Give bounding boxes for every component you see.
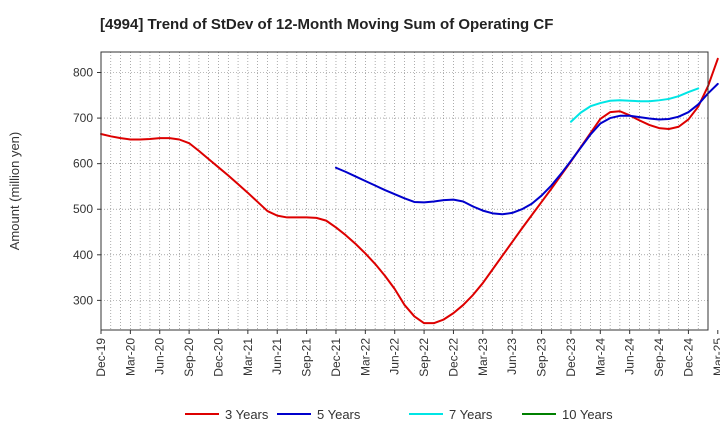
x-tick-label: Mar-21 [241,338,255,376]
x-tick-label: Mar-22 [358,338,372,376]
y-tick-label: 300 [73,293,93,307]
series-lines [100,57,719,325]
y-axis-label: Amount (million yen) [7,132,22,251]
x-axis-ticks: Dec-19 Mar-20 Jun-20 Sep-20 Dec-20 Mar-21 Jun-… [94,330,720,377]
y-tick-label: 400 [73,248,93,262]
x-tick-label: Sep-20 [182,338,196,377]
series-line-5-years [334,82,719,216]
y-tick-label: 500 [73,202,93,216]
legend-label-3-years: 3 Years [225,407,269,422]
x-tick-label: Jun-22 [388,338,402,375]
grid [101,52,708,330]
x-tick-label: Sep-21 [300,338,314,377]
x-tick-label: Jun-21 [270,338,284,375]
x-tick-label: Jun-20 [153,338,167,375]
legend: 3 Years 5 Years 7 Years 10 Years [185,407,613,422]
legend-label-5-years: 5 Years [317,407,361,422]
legend-label-10-years: 10 Years [562,407,613,422]
x-tick-label: Dec-22 [446,338,460,377]
x-tick-label: Dec-21 [329,338,343,377]
x-tick-label: Jun-24 [623,338,637,375]
legend-label-7-years: 7 Years [449,407,493,422]
x-tick-label: Dec-23 [564,338,578,377]
plot-frame [100,51,709,331]
x-tick-label: Sep-24 [652,338,666,377]
x-tick-label: Jun-23 [505,338,519,375]
x-tick-label: Dec-19 [94,338,108,377]
x-tick-label: Mar-25 [711,338,720,376]
series-line-3-years [100,57,719,325]
x-tick-label: Dec-24 [681,338,695,377]
series-line-7-years [569,87,700,123]
y-axis-ticks: 300 400 500 600 700 800 [73,66,101,307]
x-tick-label: Sep-23 [535,338,549,377]
x-tick-label: Sep-22 [417,338,431,377]
x-tick-label: Mar-20 [123,338,137,376]
y-tick-label: 800 [73,66,93,80]
x-tick-label: Dec-20 [211,338,225,377]
y-tick-label: 600 [73,157,93,171]
x-tick-label: Mar-24 [593,338,607,376]
chart-title: [4994] Trend of StDev of 12-Month Moving… [100,16,553,33]
y-tick-label: 700 [73,111,93,125]
x-tick-label: Mar-23 [476,338,490,376]
